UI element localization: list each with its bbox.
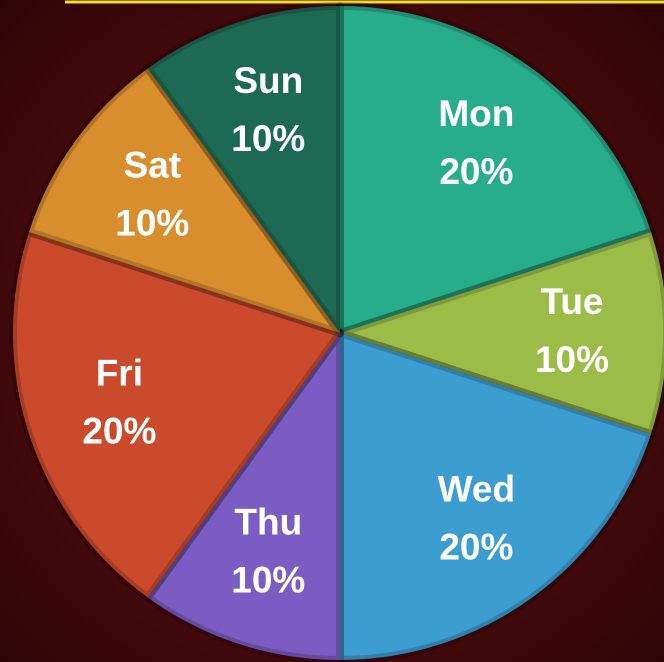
slice-category-label: Thu bbox=[234, 501, 302, 542]
slice-value-label: 20% bbox=[439, 526, 513, 567]
pie-slice bbox=[143, 2, 344, 337]
slice-value-label: 20% bbox=[82, 410, 156, 451]
slice-category-label: Fri bbox=[96, 352, 143, 393]
slice-value-label: 10% bbox=[231, 559, 305, 600]
slice-category-label: Mon bbox=[438, 93, 514, 134]
pie-slice bbox=[143, 329, 344, 662]
slice-value-label: 10% bbox=[115, 202, 189, 243]
pie bbox=[9, 2, 664, 662]
slice-category-label: Wed bbox=[438, 468, 515, 509]
slice-category-label: Sat bbox=[124, 144, 182, 185]
slice-value-label: 20% bbox=[439, 151, 513, 192]
pie-slice bbox=[336, 2, 655, 337]
labels: Mon 20% Tue 10% Wed 20% Thu 10% Fri 20% Sat 10% Sun 1… bbox=[82, 60, 609, 600]
slice-category-label: Tue bbox=[540, 281, 603, 322]
slice-value-label: 10% bbox=[535, 339, 609, 380]
slice-value-label: 10% bbox=[231, 118, 305, 159]
pie-slice bbox=[25, 64, 344, 337]
pie-slice bbox=[336, 227, 664, 439]
slice-category-label: Sun bbox=[233, 60, 303, 101]
pie-slice bbox=[336, 329, 655, 662]
pie-slice bbox=[9, 227, 344, 602]
